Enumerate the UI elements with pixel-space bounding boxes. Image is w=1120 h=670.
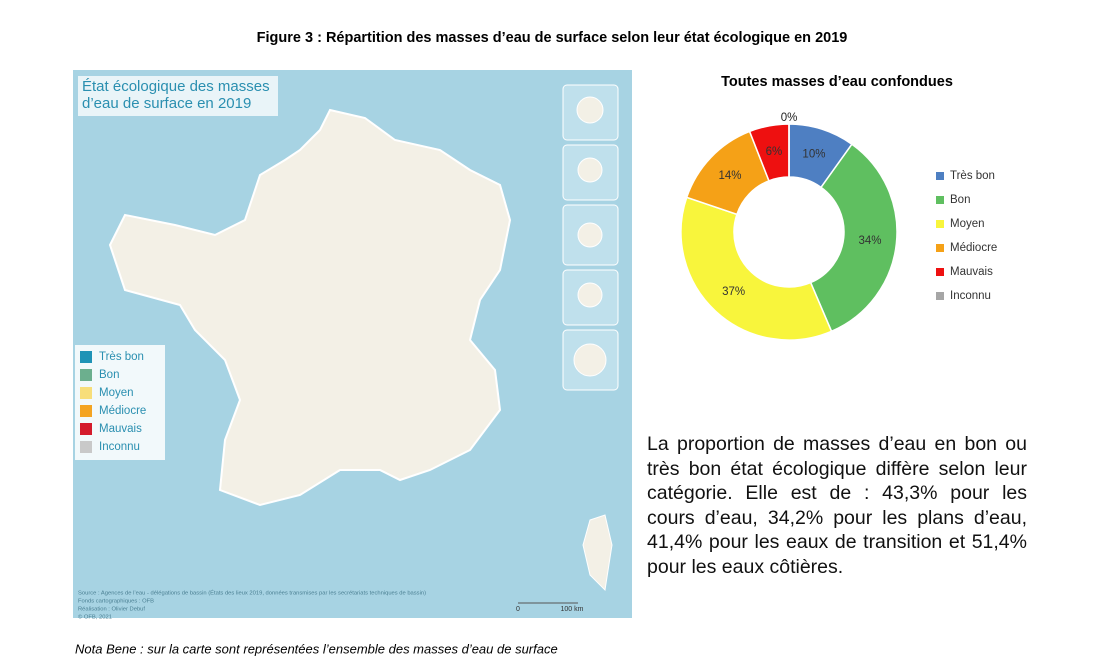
legend-swatch — [936, 172, 944, 180]
map-legend-label: Médiocre — [99, 405, 146, 417]
note: Nota Bene : sur la carte sont représenté… — [75, 641, 558, 656]
data-label: 14% — [719, 170, 742, 182]
data-label: 37% — [722, 286, 745, 298]
map: État écologique des masses d’eau de surf… — [73, 70, 632, 618]
paragraph: La proportion de masses d’eau en bon ou … — [647, 433, 1027, 578]
corsica — [582, 514, 613, 592]
map-credit: Source : Agences de l’eau - délégations … — [78, 590, 426, 597]
legend-label: Médiocre — [950, 242, 997, 254]
figure-title: Figure 3 : Répartition des masses d’eau … — [257, 30, 848, 46]
map-legend-label: Moyen — [99, 387, 134, 399]
map-legend-label: Bon — [99, 369, 119, 381]
legend-swatch — [936, 220, 944, 228]
map-legend-label: Inconnu — [99, 441, 140, 453]
map-legend-swatch — [80, 387, 92, 399]
map-title-box — [78, 76, 278, 116]
scale-label: 0 — [516, 606, 520, 613]
map-legend-swatch — [80, 423, 92, 435]
data-label: 6% — [766, 146, 783, 158]
data-label: 34% — [859, 235, 882, 247]
data-label: 0% — [781, 112, 798, 124]
map-title: État écologique des masses — [82, 78, 270, 95]
legend-label: Bon — [950, 194, 970, 206]
map-credit: Fonds cartographiques : OFB — [78, 599, 154, 605]
map-legend-label: Très bon — [99, 351, 144, 363]
legend-label: Moyen — [950, 218, 985, 230]
donut-segment — [680, 196, 833, 341]
chart-title: Toutes masses d’eau confondues — [721, 74, 953, 90]
legend-swatch — [936, 268, 944, 276]
data-label: 10% — [802, 148, 825, 160]
france-mainland — [108, 108, 512, 507]
map-title-year: en 2019 — [197, 95, 251, 112]
legend-swatch — [936, 196, 944, 204]
map-credit: Réalisation : Olivier Debuf — [78, 607, 145, 613]
legend-swatch — [936, 244, 944, 252]
legend-swatch — [936, 292, 944, 300]
map-legend-swatch — [80, 441, 92, 453]
legend-label: Inconnu — [950, 290, 991, 302]
map-legend-swatch — [80, 351, 92, 363]
donut-segment — [809, 143, 898, 333]
legend-label: Très bon — [950, 170, 995, 182]
map-legend-swatch — [80, 369, 92, 381]
map-credit: © OFB, 2021 — [78, 614, 112, 621]
scale-label: 100 km — [561, 606, 584, 613]
map-title: d’eau de surface — [82, 95, 193, 112]
map-legend-swatch — [80, 405, 92, 417]
overseas-insets — [562, 84, 619, 391]
map-legend-label: Mauvais — [99, 423, 142, 435]
map-legend-box — [75, 345, 165, 460]
map-title: d’eau de surface en 2019 — [82, 95, 251, 112]
legend-label: Mauvais — [950, 266, 993, 278]
